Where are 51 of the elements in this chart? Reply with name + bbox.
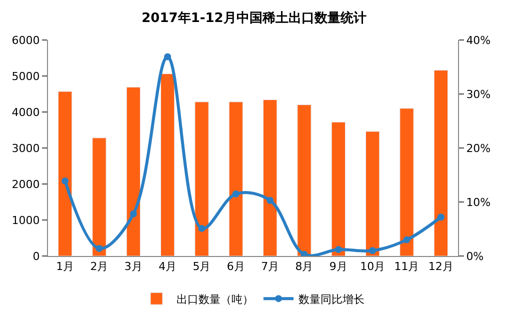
bar — [58, 91, 72, 256]
point — [403, 236, 410, 244]
point — [62, 177, 69, 184]
y-tick-label: 1000 — [12, 214, 40, 227]
bar — [228, 102, 243, 256]
chart-title: 2017年1-12月中国稀土出口数量统计 — [142, 10, 366, 26]
point — [300, 250, 308, 256]
y2-tick-label: 0% — [466, 250, 484, 263]
legend-label: 出口数量（吨） — [176, 292, 254, 306]
x-tick-label: 10月 — [360, 260, 386, 274]
point — [96, 244, 103, 252]
x-tick-label: 2月 — [90, 260, 108, 274]
x-tick-label: 1月 — [56, 260, 74, 274]
bar — [126, 86, 140, 256]
bar — [194, 102, 209, 256]
x-tick-label: 8月 — [295, 260, 314, 274]
x-tick-label: 11月 — [394, 260, 420, 274]
point — [266, 196, 274, 204]
y-tick-label: 6000 — [12, 34, 40, 47]
y-tick-label: 5000 — [12, 70, 40, 83]
y-tick-label: 3000 — [12, 142, 40, 155]
point — [437, 214, 444, 221]
point — [334, 246, 342, 254]
y2-tick-label: 20% — [466, 142, 491, 155]
bar — [263, 100, 278, 256]
legend-label: 数量同比增长 — [298, 292, 364, 306]
point — [130, 210, 137, 218]
y-tick-label: 2000 — [12, 178, 40, 191]
y-tick-label: 4000 — [12, 106, 40, 119]
point — [198, 224, 206, 232]
point — [369, 247, 376, 254]
x-tick-label: 7月 — [261, 260, 280, 274]
bar — [434, 70, 448, 256]
x-tick-label: 5月 — [192, 260, 211, 274]
bar — [366, 131, 380, 256]
bar — [331, 122, 346, 256]
y2-tick-label: 30% — [466, 88, 491, 101]
y2-tick-label: 10% — [466, 196, 491, 209]
x-tick-label: 9月 — [329, 260, 348, 274]
x-tick-label: 3月 — [124, 260, 142, 274]
x-tick-label: 6月 — [226, 260, 245, 274]
y2-tick-label: 40% — [466, 34, 491, 47]
bar — [160, 74, 175, 256]
x-tick-label: 12月 — [428, 260, 454, 274]
point — [164, 53, 172, 60]
bar — [297, 104, 312, 256]
y-tick-label: 0 — [32, 250, 40, 263]
x-tick-label: 4月 — [158, 260, 177, 274]
bar — [400, 108, 414, 256]
bar — [92, 138, 106, 256]
point — [232, 190, 240, 198]
